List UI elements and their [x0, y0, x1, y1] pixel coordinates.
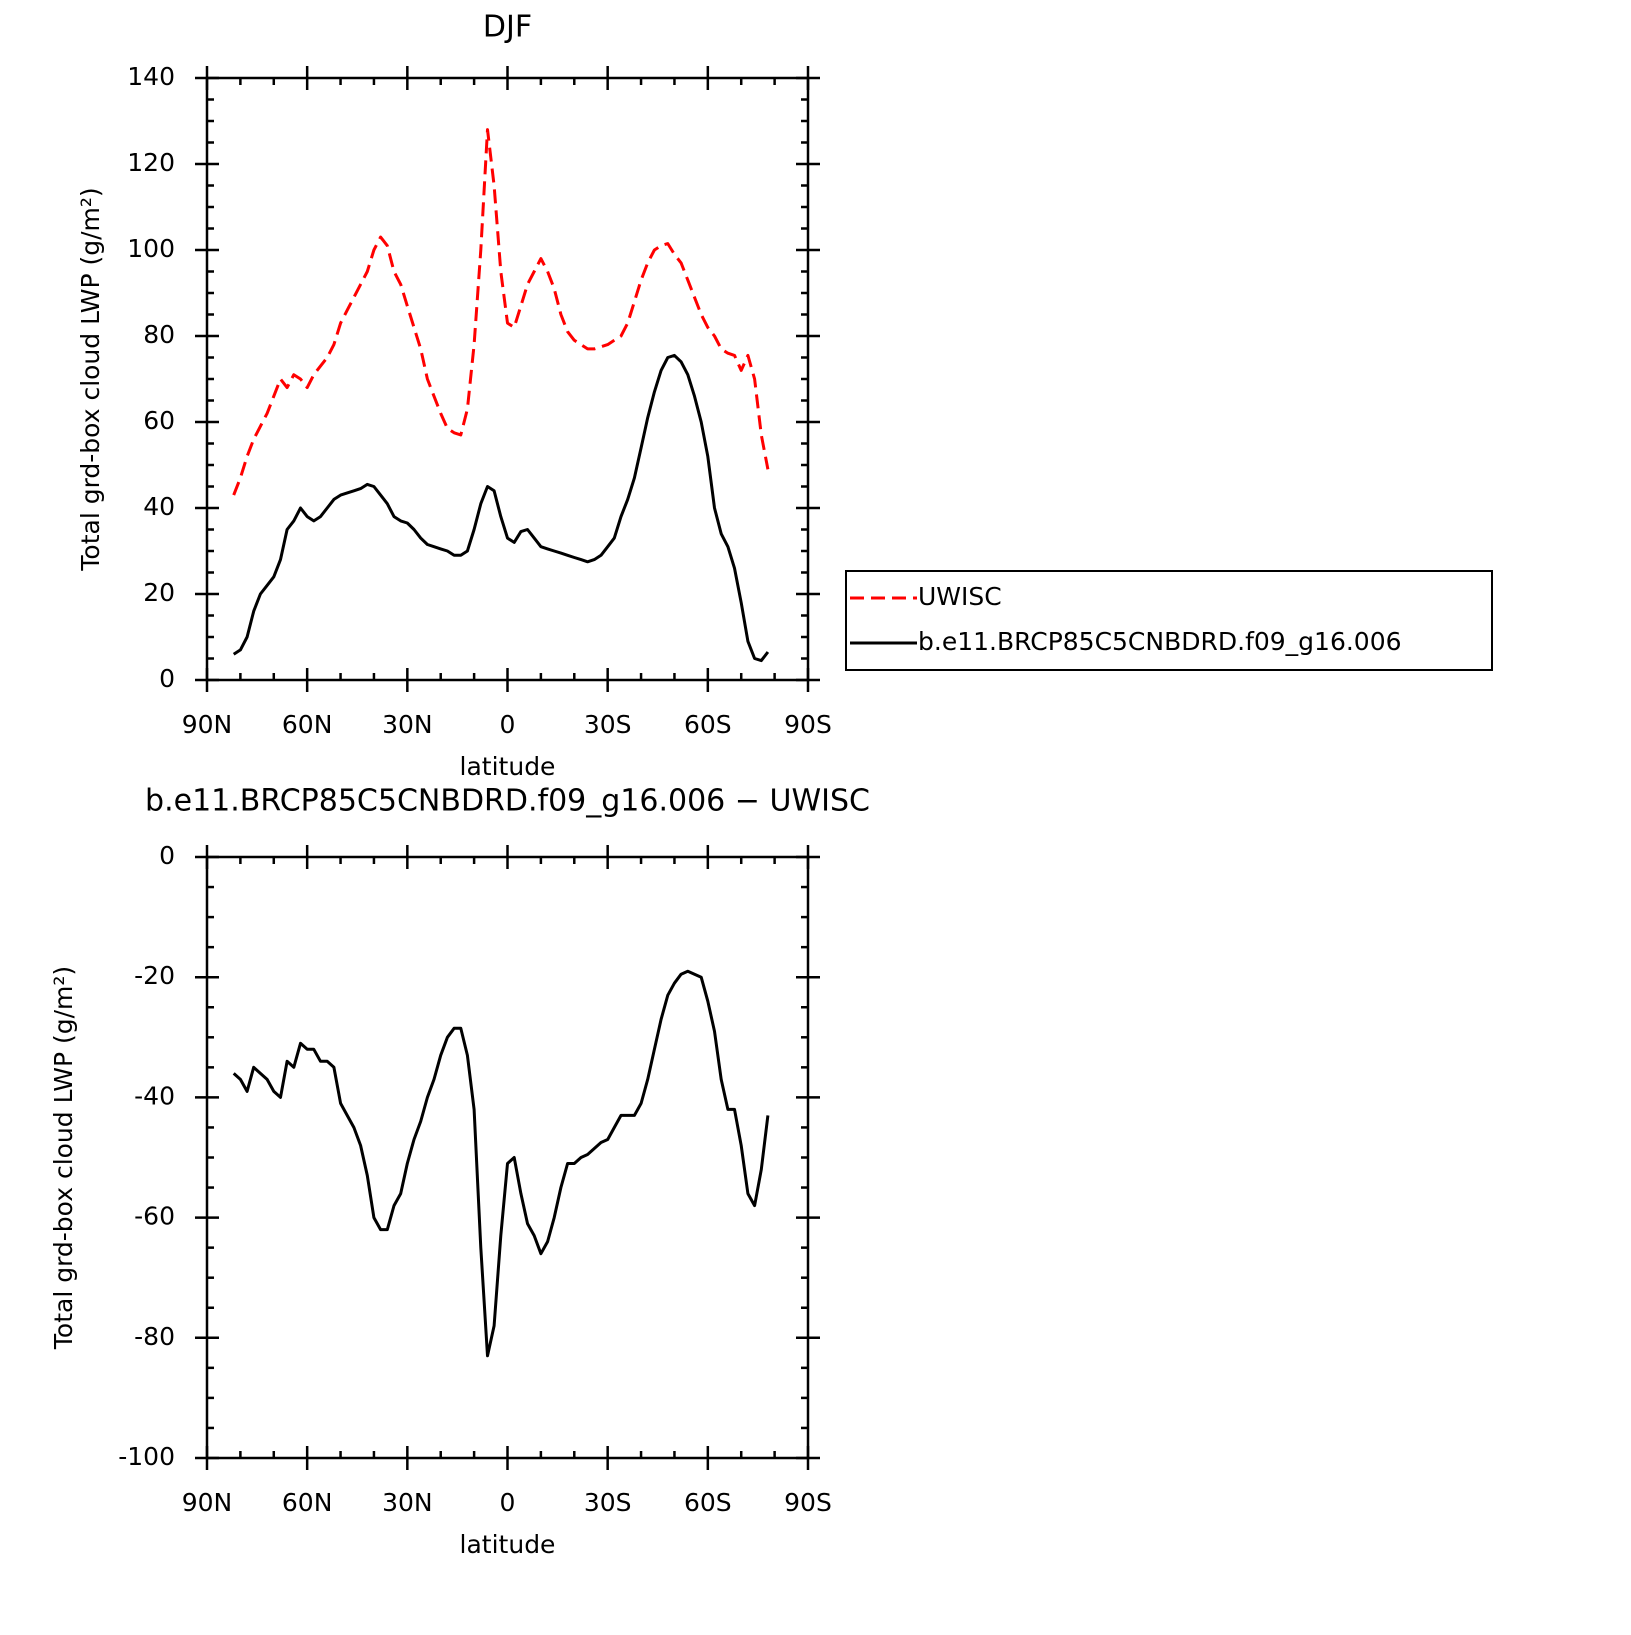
y-axis-label: Total grd-box cloud LWP (g/m²)	[76, 187, 105, 571]
y-tick-label: -60	[134, 1202, 175, 1231]
chart-title: DJF	[483, 10, 532, 45]
y-tick-label: 140	[127, 62, 175, 91]
x-tick-label: 60S	[684, 1488, 732, 1517]
x-tick-label: 90N	[182, 710, 233, 739]
y-axis-label: Total grd-box cloud LWP (g/m²)	[49, 966, 78, 1350]
y-tick-label: 60	[143, 406, 175, 435]
y-tick-label: 120	[127, 148, 175, 177]
y-tick-label: 0	[159, 841, 175, 870]
y-tick-label: -20	[134, 961, 175, 990]
y-tick-label: 100	[127, 234, 175, 263]
y-tick-label: 20	[143, 578, 175, 607]
x-tick-label: 60N	[282, 710, 333, 739]
legend-box	[845, 570, 1493, 671]
data-line	[232, 353, 770, 663]
chart-title: b.e11.BRCP85C5CNBDRD.f09_g16.006 − UWISC	[145, 784, 870, 819]
y-tick-label: 0	[159, 664, 175, 693]
x-axis-label: latitude	[460, 752, 556, 781]
x-tick-label: 0	[500, 710, 516, 739]
plot-frame	[205, 76, 810, 682]
x-tick-label: 30S	[584, 710, 632, 739]
x-tick-label: 0	[500, 1488, 516, 1517]
y-tick-label: -100	[118, 1442, 175, 1471]
x-tick-label: 90S	[784, 1488, 832, 1517]
x-tick-label: 30S	[584, 1488, 632, 1517]
y-tick-label: -80	[134, 1322, 175, 1351]
x-tick-label: 90S	[784, 710, 832, 739]
y-tick-label: -40	[134, 1081, 175, 1110]
x-tick-label: 60S	[684, 710, 732, 739]
x-tick-label: 30N	[382, 710, 433, 739]
data-line	[232, 128, 770, 496]
x-tick-label: 60N	[282, 1488, 333, 1517]
data-line	[232, 969, 770, 1358]
legend-label: b.e11.BRCP85C5CNBDRD.f09_g16.006	[918, 627, 1402, 656]
x-tick-label: 30N	[382, 1488, 433, 1517]
x-tick-label: 90N	[182, 1488, 233, 1517]
x-axis-label: latitude	[460, 1530, 556, 1559]
y-tick-label: 40	[143, 492, 175, 521]
plot-frame	[205, 855, 810, 1460]
legend-label: UWISC	[918, 582, 1002, 611]
y-tick-label: 80	[143, 320, 175, 349]
